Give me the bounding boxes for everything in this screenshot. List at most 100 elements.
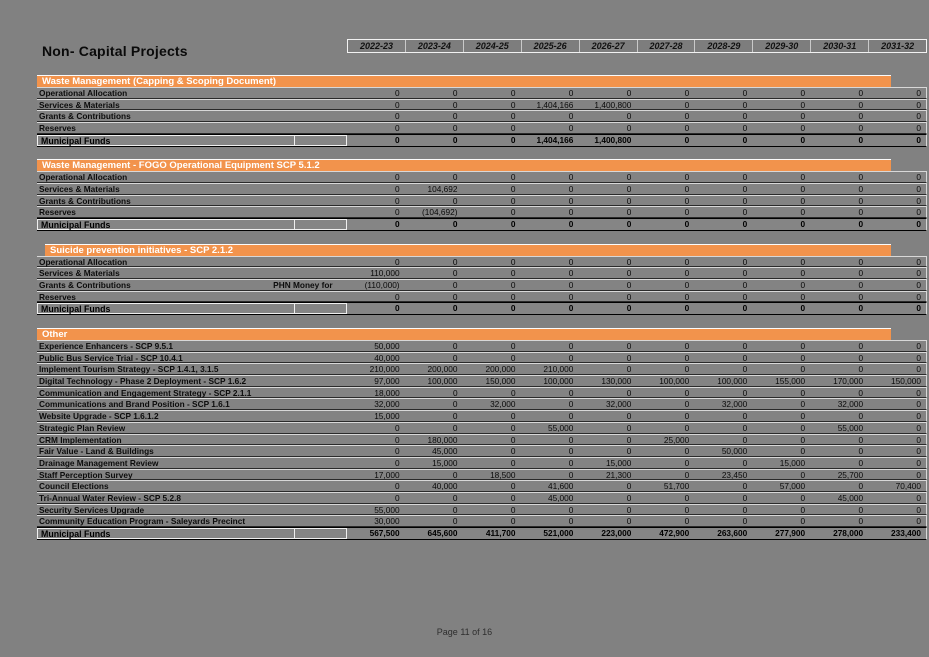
value-cell: 0 — [626, 88, 632, 98]
section-header: Waste Management - FOGO Operational Equi… — [37, 159, 891, 172]
value-cell: 0 — [800, 280, 806, 291]
table-row: Public Bus Service Trial - SCP 10.4.1 40,… — [37, 351, 927, 364]
row-note — [247, 100, 347, 110]
value-cell: 0 — [800, 207, 806, 218]
value-cell: 15,000 — [605, 457, 632, 468]
row-note — [247, 505, 347, 515]
value-cell: 0 — [568, 195, 574, 206]
value-cell: 30,000 — [374, 516, 400, 527]
row-label: Grants & Contributions — [39, 111, 131, 122]
value-cell: 0 — [452, 352, 458, 363]
table-row: Communication and Engagement Strategy - … — [37, 386, 927, 399]
value-cell: 200,000 — [427, 364, 458, 375]
value-cell: 17,000 — [374, 469, 400, 480]
value-cell: 0 — [916, 469, 922, 480]
value-cell: 0 — [452, 291, 458, 302]
value-cell: 0 — [916, 256, 922, 267]
total-value-cell: 0 — [742, 219, 748, 230]
value-cell: 0 — [626, 172, 632, 183]
total-value-cell: 0 — [800, 303, 806, 314]
value-cell: 0 — [452, 492, 458, 503]
value-cell: 45,000 — [432, 446, 458, 457]
total-value-cell: 0 — [394, 219, 400, 230]
value-cell: 0 — [800, 516, 806, 527]
total-value-cell: 0 — [684, 134, 690, 145]
value-cell: 0 — [916, 123, 922, 134]
value-cell: 0 — [916, 399, 922, 410]
table-row: Reserves 0 (104,692) 0 0 0 0 0 0 0 0 — [37, 206, 927, 219]
value-cell: 100,000 — [543, 376, 574, 387]
value-cell: 23,450 — [721, 469, 748, 480]
value-cell: 0 — [510, 280, 516, 291]
row-note — [247, 458, 347, 468]
table-row: Security Services Upgrade 55,000 0 0 0 0 0 0 0 0 0 — [37, 503, 927, 516]
value-cell: 0 — [510, 184, 516, 195]
value-cell: 0 — [510, 504, 516, 515]
value-cell: (110,000) — [364, 280, 400, 291]
row-note — [247, 516, 347, 526]
year-header-cell: 2029-30 — [752, 40, 810, 52]
value-cell: 0 — [684, 88, 690, 98]
value-cell: 104,692 — [427, 184, 458, 195]
value-cell: 0 — [452, 422, 458, 433]
value-cell: 0 — [742, 256, 748, 267]
value-cell: 0 — [684, 516, 690, 527]
value-cell: 32,000 — [490, 399, 516, 410]
value-cell: 0 — [568, 207, 574, 218]
value-cell: 0 — [568, 172, 574, 183]
value-cell: 0 — [742, 88, 748, 98]
value-cell: 0 — [452, 111, 458, 122]
total-value-cell: 1,400,800 — [594, 134, 632, 145]
value-cell: 0 — [568, 434, 574, 445]
year-header-cell: 2023-24 — [404, 40, 463, 52]
page-title: Non- Capital Projects — [42, 43, 188, 59]
value-cell: 0 — [684, 399, 690, 410]
total-value-cell: 0 — [394, 303, 400, 314]
value-cell: 0 — [800, 195, 806, 206]
value-cell: 0 — [394, 99, 400, 110]
value-cell: 0 — [800, 504, 806, 515]
value-cell: 0 — [626, 481, 632, 492]
value-cell: 0 — [684, 469, 690, 480]
value-cell: 55,000 — [374, 504, 400, 515]
value-cell: 0 — [916, 341, 922, 352]
table-row: CRM Implementation 0 180,000 0 0 0 25,000 0 0 0 0 — [37, 433, 927, 446]
total-value-cell: 0 — [742, 134, 748, 145]
row-label: Council Elections — [39, 481, 109, 492]
value-cell: 0 — [510, 411, 516, 422]
row-note — [247, 88, 347, 98]
value-cell: 0 — [510, 457, 516, 468]
total-note — [294, 303, 347, 315]
value-cell: 1,400,800 — [594, 99, 632, 110]
row-label: Grants & Contributions — [39, 195, 131, 206]
value-cell: 0 — [394, 291, 400, 302]
row-note — [247, 446, 347, 456]
value-cell: 0 — [684, 172, 690, 183]
value-cell: 0 — [684, 256, 690, 267]
section: Waste Management - FOGO Operational Equi… — [37, 159, 927, 232]
value-cell: 0 — [858, 123, 864, 134]
row-note — [247, 376, 347, 386]
value-cell: 0 — [742, 291, 748, 302]
value-cell: 0 — [800, 492, 806, 503]
value-cell: 0 — [568, 352, 574, 363]
value-cell: 0 — [453, 387, 458, 398]
row-label: Operational Allocation — [39, 256, 128, 267]
value-cell: 0 — [858, 172, 864, 183]
value-cell: 0 — [568, 504, 574, 515]
value-cell: 0 — [394, 492, 400, 503]
year-header-cell: 2025-26 — [520, 40, 579, 52]
value-cell: 0 — [394, 422, 400, 433]
year-header-cell: 2028-29 — [694, 40, 752, 52]
value-cell: 25,700 — [837, 469, 864, 480]
total-value-cell: 0 — [858, 219, 864, 230]
value-cell: 0 — [452, 399, 458, 410]
value-cell: 21,300 — [605, 469, 632, 480]
value-cell: 0 — [916, 446, 922, 457]
row-note — [247, 196, 347, 206]
value-cell: 0 — [452, 123, 458, 134]
value-cell: 0 — [394, 434, 400, 445]
total-value-cell: 278,000 — [833, 528, 864, 539]
value-cell: 0 — [916, 291, 922, 302]
table-row: Operational Allocation 0 0 0 0 0 0 0 0 0 0 — [37, 87, 927, 99]
